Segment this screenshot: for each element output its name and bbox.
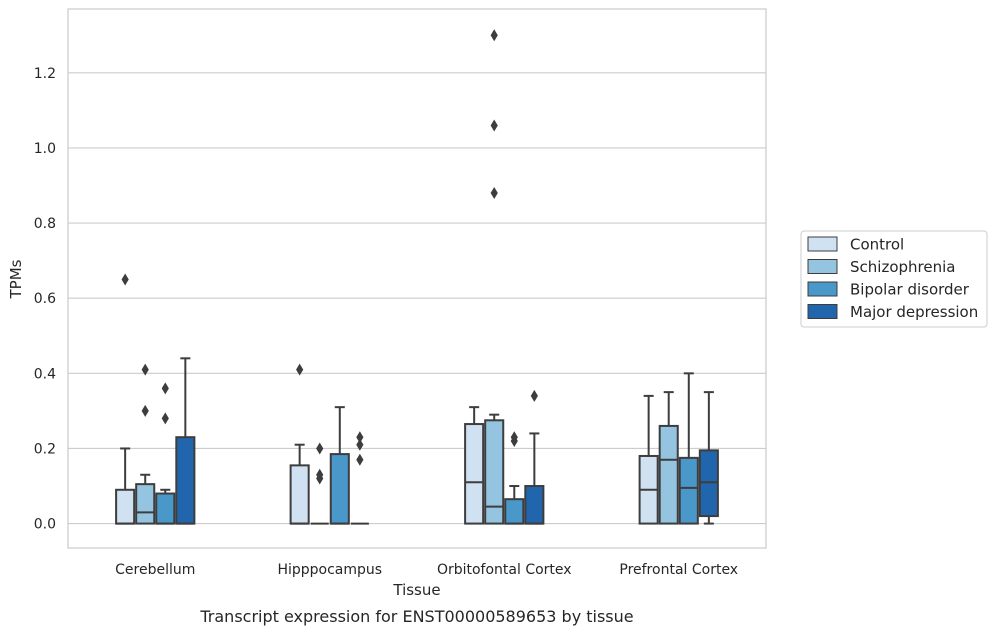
box-iqr bbox=[135, 483, 156, 525]
y-tick-label: 0.6 bbox=[34, 291, 56, 307]
outlier-point bbox=[316, 442, 324, 455]
box-plot bbox=[658, 391, 679, 525]
outlier-point bbox=[510, 431, 518, 444]
legend-swatch bbox=[807, 259, 838, 274]
outlier-point bbox=[161, 382, 169, 395]
y-tick-label: 0.4 bbox=[34, 366, 56, 382]
box-iqr bbox=[464, 423, 485, 525]
outlier-point bbox=[296, 363, 304, 376]
legend-label: Major depression bbox=[850, 303, 978, 321]
plot-area-frame bbox=[67, 8, 767, 549]
legend-swatch bbox=[807, 281, 838, 297]
box-iqr bbox=[524, 485, 545, 525]
y-tick-label: 0.0 bbox=[34, 517, 56, 533]
legend-label: Bipolar disorder bbox=[850, 281, 970, 299]
outlier-point bbox=[121, 273, 129, 286]
outlier-point bbox=[530, 389, 538, 402]
box-plot bbox=[678, 372, 699, 525]
outlier-point bbox=[316, 468, 324, 481]
box-iqr bbox=[484, 419, 505, 525]
outlier-point bbox=[356, 438, 364, 451]
box-plot bbox=[135, 363, 156, 525]
box-iqr bbox=[175, 436, 196, 525]
box-plot bbox=[464, 406, 485, 525]
y-tick-label: 0.2 bbox=[34, 441, 56, 457]
box-plot bbox=[484, 29, 505, 525]
box-iqr bbox=[115, 488, 136, 525]
box-plot bbox=[115, 273, 136, 525]
x-axis-label: Tissue bbox=[392, 581, 440, 599]
x-tick-label: Hipppocampus bbox=[277, 562, 382, 578]
box-iqr bbox=[658, 424, 679, 525]
outlier-point bbox=[141, 404, 149, 417]
box-plot bbox=[698, 391, 719, 525]
box-plot bbox=[175, 357, 196, 525]
legend-label: Control bbox=[850, 236, 904, 254]
outlier-point bbox=[141, 363, 149, 376]
outlier-point bbox=[356, 431, 364, 444]
box-plot bbox=[289, 363, 310, 525]
box-plot bbox=[638, 394, 659, 525]
outlier-point bbox=[356, 453, 364, 466]
box-plot-layer bbox=[115, 29, 719, 525]
outlier-point bbox=[161, 412, 169, 425]
x-tick-label: Prefrontal Cortex bbox=[619, 562, 738, 578]
box-plot bbox=[310, 442, 329, 525]
legend-swatch bbox=[807, 304, 838, 319]
box-iqr bbox=[289, 464, 310, 525]
legend-frame bbox=[800, 230, 988, 328]
x-tick-label: Cerebellum bbox=[115, 562, 195, 578]
y-tick-label: 0.8 bbox=[34, 216, 56, 232]
box-plot bbox=[155, 382, 176, 525]
y-tick-label: 1.0 bbox=[34, 141, 56, 157]
box-iqr bbox=[504, 498, 525, 525]
box-iqr bbox=[155, 492, 176, 525]
box-iqr bbox=[678, 456, 699, 525]
x-tick-label: Orbitofontal Cortex bbox=[437, 562, 572, 578]
box-plot bbox=[350, 431, 369, 525]
legend-label: Schizophrenia bbox=[850, 258, 955, 276]
box-plot bbox=[524, 389, 545, 525]
legend: Control Schizophrenia Bipolar disorder Majo… bbox=[800, 230, 988, 328]
outlier-point bbox=[490, 119, 498, 132]
x-axis-ticks: Cerebellum Hipppocampus Orbitofontal Corte… bbox=[115, 562, 738, 578]
outlier-point bbox=[490, 187, 498, 200]
figure-caption: Transcript expression for ENST0000058965… bbox=[199, 607, 633, 626]
y-axis-label: TPMs bbox=[7, 259, 25, 299]
box-iqr bbox=[329, 453, 350, 525]
outlier-point bbox=[490, 29, 498, 42]
legend-swatch bbox=[807, 236, 838, 252]
box-plot bbox=[329, 406, 350, 525]
y-tick-label: 1.2 bbox=[34, 66, 56, 82]
y-axis-ticks: 0.0 0.2 0.4 0.6 0.8 1.0 1.2 bbox=[34, 66, 56, 533]
box-plot bbox=[504, 431, 525, 525]
